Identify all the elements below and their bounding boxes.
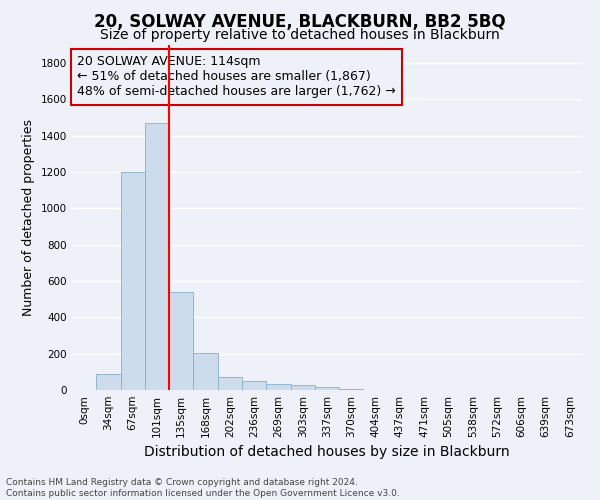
Bar — [339, 389, 364, 390]
Bar — [169, 292, 193, 390]
Bar — [218, 378, 242, 390]
Bar — [121, 172, 145, 390]
X-axis label: Distribution of detached houses by size in Blackburn: Distribution of detached houses by size … — [144, 446, 510, 460]
Text: Contains HM Land Registry data © Crown copyright and database right 2024.
Contai: Contains HM Land Registry data © Crown c… — [6, 478, 400, 498]
Text: Size of property relative to detached houses in Blackburn: Size of property relative to detached ho… — [100, 28, 500, 42]
Bar — [242, 381, 266, 390]
Bar — [266, 384, 290, 390]
Bar — [145, 123, 169, 390]
Bar — [290, 386, 315, 390]
Bar — [96, 374, 121, 390]
Text: 20 SOLWAY AVENUE: 114sqm
← 51% of detached houses are smaller (1,867)
48% of sem: 20 SOLWAY AVENUE: 114sqm ← 51% of detach… — [77, 56, 396, 98]
Bar — [315, 388, 339, 390]
Bar — [193, 353, 218, 390]
Text: 20, SOLWAY AVENUE, BLACKBURN, BB2 5BQ: 20, SOLWAY AVENUE, BLACKBURN, BB2 5BQ — [94, 12, 506, 30]
Y-axis label: Number of detached properties: Number of detached properties — [22, 119, 35, 316]
